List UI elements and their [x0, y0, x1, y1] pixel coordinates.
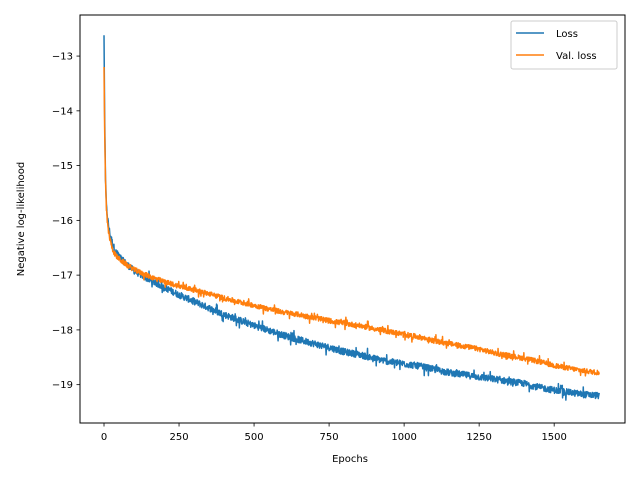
- y-axis-label: Negative log-likelihood: [16, 162, 27, 277]
- series-layer: [103, 35, 600, 401]
- legend: Loss Val. loss: [510, 20, 618, 70]
- y-tick-label: −13: [52, 52, 73, 63]
- x-tick-label: 500: [245, 432, 264, 443]
- y-tick-label: −16: [52, 216, 73, 227]
- x-tick-label: 250: [169, 432, 188, 443]
- series-line-val-loss: [103, 67, 600, 377]
- x-axis-label: Epochs: [332, 454, 368, 465]
- y-tick-label: −18: [52, 325, 73, 336]
- legend-label-loss: Loss: [556, 29, 578, 40]
- plot-frame: [79, 14, 626, 424]
- y-tick-label: −19: [52, 380, 73, 391]
- x-tick-label: 750: [320, 432, 339, 443]
- series-line-loss: [103, 35, 600, 401]
- y-tick-label: −15: [52, 161, 73, 172]
- legend-label-val-loss: Val. loss: [556, 51, 597, 62]
- y-tick-label: −17: [52, 271, 73, 282]
- ticks-layer: 0 250 500 750 1000 1250 1500 −19 −18 −17 −16 −15 −14…: [52, 52, 567, 443]
- y-tick-label: −14: [52, 106, 73, 117]
- x-tick-label: 1000: [391, 432, 416, 443]
- x-tick-label: 1250: [466, 432, 491, 443]
- x-tick-label: 1500: [541, 432, 566, 443]
- x-tick-label: 0: [101, 432, 107, 443]
